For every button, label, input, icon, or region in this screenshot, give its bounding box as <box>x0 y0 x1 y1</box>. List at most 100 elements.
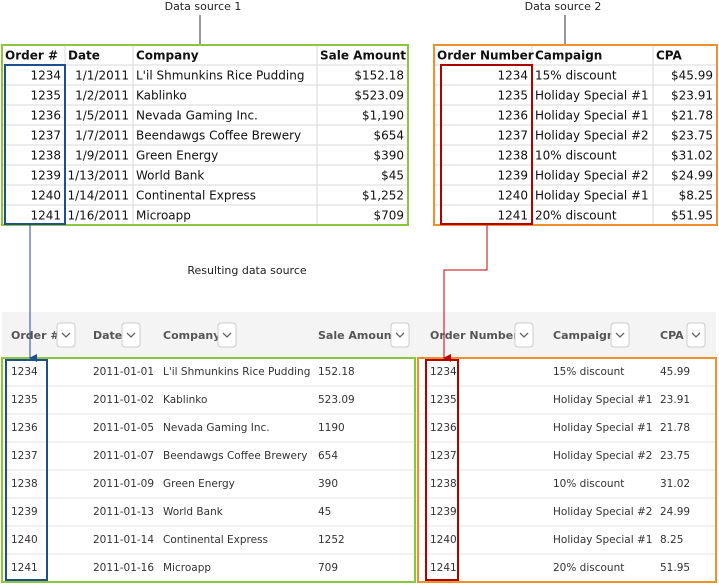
grid-cell: 1238 <box>430 478 457 490</box>
cell: 1240 <box>30 189 61 203</box>
header-cell: Order Number <box>437 49 534 63</box>
grid-cell: 45.99 <box>660 366 690 378</box>
grid-cell: 1238 <box>11 478 38 490</box>
cell: Holiday Special #2 <box>535 129 649 143</box>
cell: 1234 <box>30 69 61 83</box>
grid-header: CPA <box>660 329 684 342</box>
grid-cell: 23.91 <box>660 394 690 406</box>
grid-cell: 2011-01-01 <box>93 366 154 378</box>
cell: $654 <box>373 129 404 143</box>
grid-cell: 1252 <box>318 534 345 546</box>
cell: Holiday Special #2 <box>535 169 649 183</box>
grid-cell: 20% discount <box>553 562 624 574</box>
grid-header: Date <box>93 329 122 342</box>
cell: 1/14/2011 <box>67 189 129 203</box>
cell: Nevada Gaming Inc. <box>136 109 258 123</box>
grid-cell: 2011-01-02 <box>93 394 154 406</box>
grid-cell: 23.75 <box>660 450 690 462</box>
cell: Holiday Special #1 <box>535 189 649 203</box>
cell: $21.78 <box>671 109 713 123</box>
cell: World Bank <box>136 169 204 183</box>
cell: $45.99 <box>671 69 713 83</box>
filter-button[interactable] <box>610 322 630 348</box>
table-border <box>1 44 409 226</box>
chevron <box>395 332 405 338</box>
chevron <box>519 332 529 338</box>
filter-button[interactable] <box>514 322 534 348</box>
cell: 1238 <box>30 149 61 163</box>
cell: $24.99 <box>671 169 713 183</box>
header-cell: Company <box>136 49 199 63</box>
grid-cell: Holiday Special #2 <box>553 506 652 518</box>
grid-cell: Holiday Special #2 <box>553 450 652 462</box>
cell: Microapp <box>136 209 191 223</box>
filter-button[interactable] <box>390 322 410 348</box>
filter-button[interactable] <box>56 322 76 348</box>
grid-cell: 709 <box>318 562 338 574</box>
filter-button[interactable] <box>686 322 706 348</box>
cell: 1240 <box>497 189 528 203</box>
cell: 1/5/2011 <box>75 109 129 123</box>
chevron <box>222 332 232 338</box>
cell: 1234 <box>497 69 528 83</box>
grid-header: Campaign <box>553 329 615 342</box>
cell: 1/2/2011 <box>75 89 129 103</box>
cell: 1239 <box>497 169 528 183</box>
cell: 10% discount <box>535 149 617 163</box>
source1-label: Data source 1 <box>165 0 242 13</box>
grid-cell: Holiday Special #1 <box>553 422 652 434</box>
filter-button[interactable] <box>121 322 141 348</box>
cell: Continental Express <box>136 189 256 203</box>
cell: $152.18 <box>354 69 404 83</box>
grid-cell: Holiday Special #1 <box>553 394 652 406</box>
grid-cell: 1235 <box>430 394 457 406</box>
cell: $1,190 <box>362 109 404 123</box>
grid-cell: 2011-01-16 <box>93 562 154 574</box>
grid-cell: 1241 <box>11 562 38 574</box>
cell: 1236 <box>497 109 528 123</box>
grid-header: Company <box>163 329 220 342</box>
cell: $23.91 <box>671 89 713 103</box>
grid-cell: 31.02 <box>660 478 690 490</box>
cell: 1237 <box>497 129 528 143</box>
grid-cell: 1236 <box>11 422 38 434</box>
key-highlight <box>5 359 48 581</box>
cell: 1236 <box>30 109 61 123</box>
cell: 1239 <box>30 169 61 183</box>
cell: 20% discount <box>535 209 617 223</box>
table-border <box>433 44 718 226</box>
cell: $8.25 <box>679 189 713 203</box>
grid-cell: 1240 <box>11 534 38 546</box>
filter-button[interactable] <box>217 322 237 348</box>
grid-cell: 1237 <box>430 450 457 462</box>
grid-cell: 1234 <box>430 366 457 378</box>
chevron <box>126 332 136 338</box>
cell: 15% discount <box>535 69 617 83</box>
source2-label: Data source 2 <box>525 0 602 13</box>
header-cell: CPA <box>656 49 683 63</box>
cell: $1,252 <box>362 189 404 203</box>
cell: 1238 <box>497 149 528 163</box>
cell: $390 <box>373 149 404 163</box>
grid-cell: Green Energy <box>163 478 235 490</box>
grid-cell: 1190 <box>318 422 345 434</box>
grid-cell: 2011-01-14 <box>93 534 154 546</box>
grid-cell: 1235 <box>11 394 38 406</box>
arrow <box>443 224 488 362</box>
chevron <box>691 332 701 338</box>
grid-cell: 2011-01-13 <box>93 506 154 518</box>
cell: 1/13/2011 <box>67 169 129 183</box>
cell: 1/7/2011 <box>75 129 129 143</box>
key-highlight <box>4 64 66 225</box>
cell: $45 <box>381 169 404 183</box>
grid-cell: 45 <box>318 506 331 518</box>
grid-cell: 10% discount <box>553 478 624 490</box>
cell: 1237 <box>30 129 61 143</box>
cell: 1/9/2011 <box>75 149 129 163</box>
grid-cell: 1241 <box>430 562 457 574</box>
grid-cell: 2011-01-09 <box>93 478 154 490</box>
grid-cell: 51.95 <box>660 562 690 574</box>
grid-header: Sale Amount <box>318 329 397 342</box>
grid-cell: 24.99 <box>660 506 690 518</box>
